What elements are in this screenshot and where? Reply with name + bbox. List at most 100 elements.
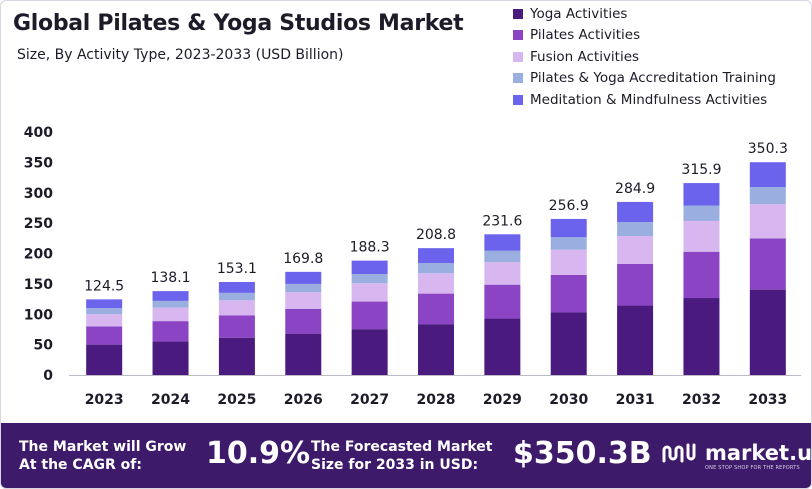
legend-item: Fusion Activities [513, 46, 776, 68]
y-tick-label: 50 [34, 338, 54, 354]
x-tick-label: 2033 [748, 392, 787, 408]
y-tick-label: 250 [24, 216, 53, 232]
cagr-label: The Market will Grow At the CAGR of: [19, 438, 186, 474]
legend-label: Meditation & Mindfulness Activities [530, 91, 768, 108]
bar-segment [218, 315, 255, 338]
legend-label: Pilates & Yoga Accreditation Training [530, 70, 776, 87]
forecast-label: The Forecasted Market Size for 2033 in U… [311, 438, 492, 474]
legend-label: Pilates Activities [530, 27, 641, 44]
brand[interactable]: market.us ONE STOP SHOP FOR THE REPORTS [661, 441, 812, 471]
bar-segment [218, 292, 255, 301]
x-tick-label: 2031 [616, 392, 655, 408]
bar-segment [86, 308, 123, 315]
y-tick-label: 200 [24, 247, 53, 263]
bar-segment [550, 274, 587, 313]
bar-total-label: 284.9 [615, 181, 655, 197]
market-us-logo-icon [662, 443, 696, 463]
bar-segment [418, 248, 454, 264]
bar-segment [749, 204, 786, 239]
y-tick-label: 350 [24, 155, 53, 171]
forecast-label-line2: Size for 2033 in USD: [311, 457, 479, 473]
bar-segment [683, 205, 720, 221]
x-tick-label: 2027 [350, 392, 389, 408]
bar-segment [285, 292, 322, 309]
y-tick-label: 0 [43, 368, 53, 384]
x-tick-label: 2023 [85, 392, 124, 408]
bar-total-label: 208.8 [416, 227, 456, 243]
x-tick-label: 2024 [151, 392, 190, 408]
y-tick-label: 100 [24, 307, 53, 323]
x-tick-label: 2032 [682, 392, 721, 408]
bar-segment [152, 341, 189, 375]
y-tick-label: 400 [24, 125, 53, 141]
bar-segment [152, 300, 189, 308]
bar-segment [617, 263, 654, 306]
bar-segment [86, 299, 123, 309]
bar-total-label: 231.6 [482, 213, 522, 229]
legend-swatch [513, 51, 523, 62]
bar-segment [484, 250, 521, 263]
bar-segment [86, 326, 123, 345]
legend-item: Yoga Activities [513, 3, 776, 25]
bar-segment [418, 293, 454, 325]
x-tick-label: 2026 [284, 392, 323, 408]
bar-segment [550, 237, 587, 250]
bar-segment [418, 273, 454, 294]
y-tick-label: 300 [24, 186, 53, 202]
legend-swatch [513, 8, 523, 19]
bar-segment [218, 337, 255, 375]
bar-segment [749, 162, 786, 188]
legend-item: Meditation & Mindfulness Activities [513, 89, 776, 111]
bar-segment [550, 312, 587, 375]
bar-segment [617, 201, 654, 223]
bar-total-label: 138.1 [150, 270, 190, 286]
bar-segment [86, 314, 123, 327]
bar-segment [418, 263, 454, 274]
bar-segment [285, 333, 322, 375]
brand-tagline: ONE STOP SHOP FOR THE REPORTS [705, 465, 800, 471]
bar-segment [683, 220, 720, 252]
legend-swatch [513, 30, 523, 41]
bar-segment [86, 344, 123, 375]
bar-segment [152, 321, 189, 342]
bar-segment [351, 260, 388, 275]
bar-segment [351, 283, 388, 302]
bar-segment [749, 238, 786, 290]
bar-total-label: 169.8 [283, 251, 323, 267]
bar-segment [152, 307, 189, 322]
brand-name: market.us [705, 441, 812, 465]
bar-segment [617, 222, 654, 237]
bar-segment [617, 236, 654, 264]
bar-total-label: 153.1 [217, 261, 257, 277]
bar-segment [218, 300, 255, 316]
legend-swatch [513, 73, 523, 84]
legend-label: Yoga Activities [530, 5, 628, 22]
x-tick-label: 2030 [549, 392, 588, 408]
legend-swatch [513, 94, 523, 105]
bar-segment [351, 274, 388, 284]
bar-segment [484, 262, 521, 285]
bar-segment [484, 234, 521, 251]
legend-item: Pilates & Yoga Accreditation Training [513, 68, 776, 90]
bar-segment [683, 183, 720, 206]
bar-segment [285, 271, 322, 284]
bar-segment [152, 291, 189, 301]
legend-item: Pilates Activities [513, 25, 776, 47]
forecast-label-line1: The Forecasted Market [311, 439, 493, 455]
forecast-value: $350.3B [513, 436, 652, 471]
cagr-value: 10.9% [206, 436, 311, 471]
bar-segment [617, 305, 654, 375]
bar-segment [550, 218, 587, 238]
bar-segment [484, 284, 521, 319]
bar-segment [218, 281, 255, 293]
x-tick-label: 2025 [217, 392, 256, 408]
footer-banner: The Market will Grow At the CAGR of: 10.… [1, 423, 812, 488]
bar-segment [285, 308, 322, 334]
bar-total-label: 124.5 [84, 278, 124, 294]
bar-total-label: 315.9 [681, 162, 721, 178]
bar-segment [285, 283, 322, 293]
legend-label: Fusion Activities [530, 48, 640, 65]
bar-segment [351, 329, 388, 375]
x-tick-label: 2029 [483, 392, 522, 408]
